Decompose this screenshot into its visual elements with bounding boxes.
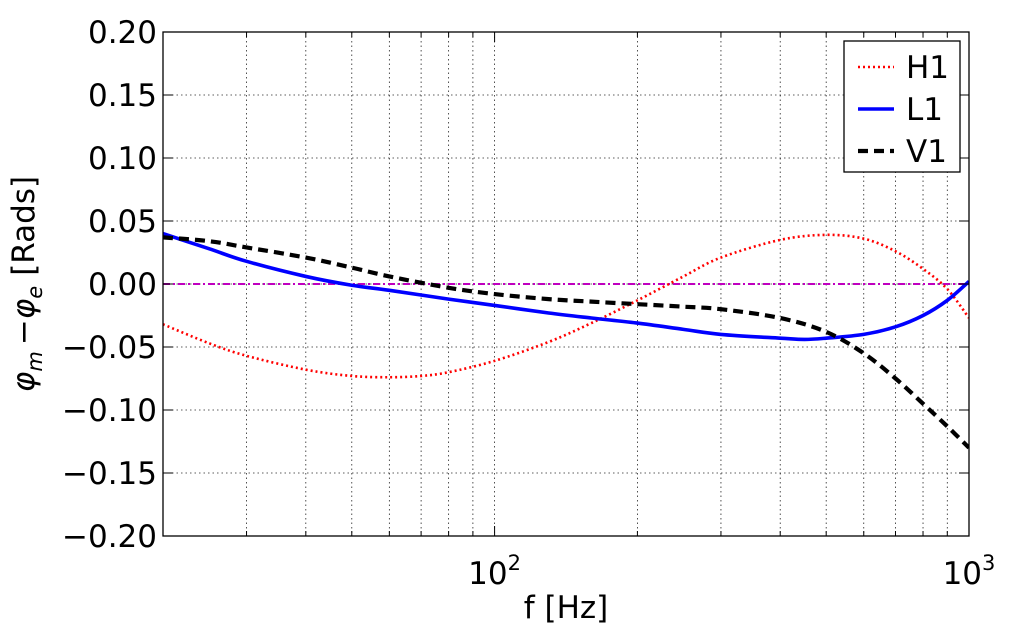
y-label-sub-e: e (23, 286, 47, 299)
x-tick-label: 103 (943, 551, 996, 592)
x-tick-labels: 102 103 (468, 551, 995, 592)
series-group (163, 231, 969, 450)
y-tick-label: −0.10 (62, 393, 157, 429)
y-tick-label: 0.05 (88, 204, 157, 240)
y-label-units: [Rads] (6, 176, 42, 276)
y-axis-label: φm−φe[Rads] (6, 176, 47, 392)
y-label-sub-m: m (23, 351, 47, 371)
series-line-l1 (163, 231, 969, 342)
ticks (163, 31, 969, 537)
y-tick-label: −0.20 (62, 519, 157, 555)
y-tick-label: −0.15 (62, 456, 157, 492)
x-axis-label: f [Hz] (524, 590, 609, 626)
legend-label-v1: V1 (906, 134, 947, 170)
legend-label-l1: L1 (906, 92, 943, 128)
x-tick-label: 102 (468, 551, 521, 592)
series-line-h1 (163, 233, 969, 379)
y-tick-label: 0.00 (88, 267, 157, 303)
legend-label-h1: H1 (906, 50, 949, 86)
y-tick-label: 0.20 (88, 15, 157, 51)
y-tick-labels: 0.20 0.15 0.10 0.05 0.00 −0.05 −0.10 −0.15 −0.20 (62, 15, 157, 555)
y-label-phi-m: φ (6, 371, 42, 392)
y-label-minus: − (6, 319, 42, 345)
y-tick-label: 0.15 (88, 78, 157, 114)
y-label-phi-e: φ (6, 298, 42, 319)
y-tick-label: −0.05 (62, 330, 157, 366)
series-line-v1 (163, 235, 969, 450)
legend: H1 L1 V1 (843, 40, 961, 173)
y-tick-label: 0.10 (88, 141, 157, 177)
